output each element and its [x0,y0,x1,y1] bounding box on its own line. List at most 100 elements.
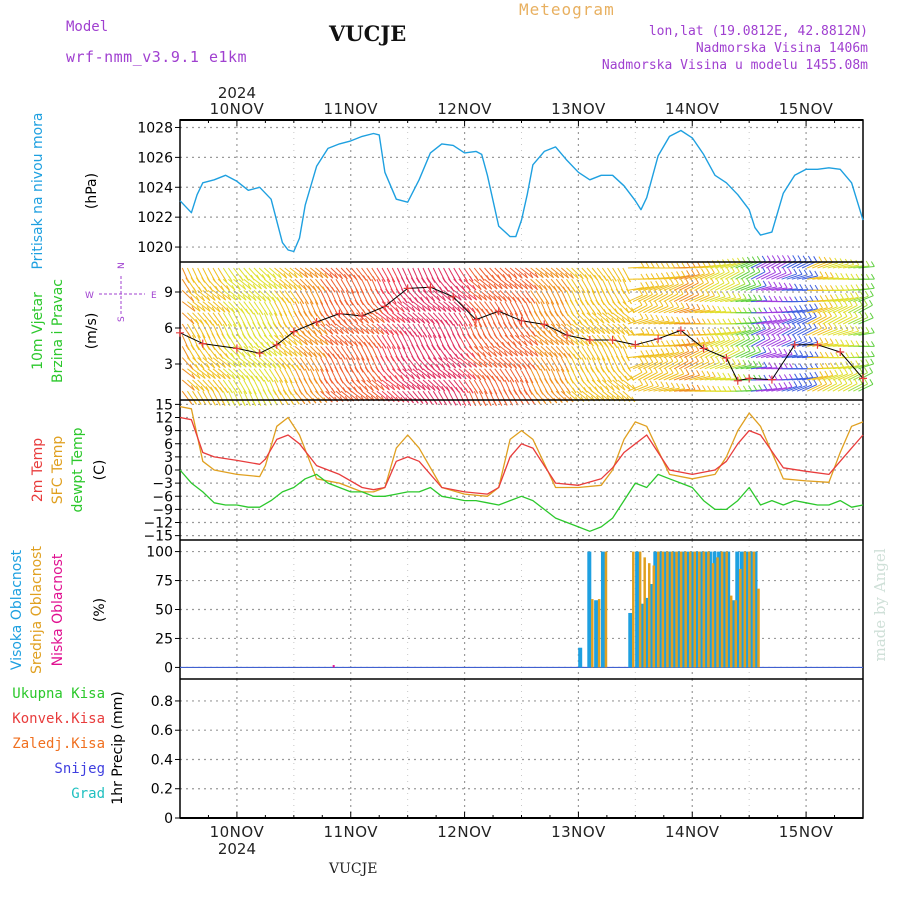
wind-speed-marker [836,348,845,356]
wind-barb [330,323,344,335]
wind-barb-tick [488,295,493,301]
wind-barb [520,267,534,279]
wind-barb [853,295,869,303]
wind-barb [730,330,746,336]
wind-barb-tick [242,284,247,290]
wind-barb-tick [390,355,395,362]
wind-barb-tick [320,388,325,394]
wind-barb-tick [199,319,204,325]
wind-barb [622,301,635,313]
high-cloud-bar [717,551,722,668]
wind-barb-tick [613,376,618,382]
wind-barb-tick [200,363,205,369]
wind-barb-tick [239,275,244,282]
wind-barb-tick [591,354,596,361]
wind-barb [858,355,875,359]
mid-cloud-bar [702,551,706,668]
wind-barb-tick [864,378,869,385]
wind-barb [192,290,205,302]
wind-barb [632,384,649,392]
wind-barb-tick [742,317,747,324]
wind-barb-tick [273,310,278,316]
wind-barb-tick [252,362,257,368]
wind-barb [643,361,658,370]
wind-barb-tick [865,273,870,280]
wind-barb-tick [721,334,726,341]
wind-barb [637,361,654,370]
wind-barb-tick [762,323,766,330]
wind-barb [663,293,679,303]
wind-barb-tick [427,373,431,379]
wind-barb-tick [778,282,783,288]
wind-barb-tick [809,372,814,378]
wind-barb [735,261,751,269]
wind-barb-tick [869,379,874,385]
wind-barb [238,368,251,381]
wind-barb [807,327,822,336]
wind-barb-tick [233,388,238,394]
wind-barb [489,278,503,290]
wind-barb [458,278,471,291]
wind-barb [238,357,252,368]
wind-barb-tick [712,318,717,325]
wind-barb-tick [205,386,210,392]
wind-barb-tick [534,272,539,279]
wind-barb-tick [766,266,771,273]
wind-barb-tick [312,285,317,292]
wind-barb-tick [843,300,848,307]
wind-barb [643,353,660,359]
wind-barb [253,278,268,290]
wind-barb-tick [375,317,380,324]
legend-total-precip: Ukupna Kisa [12,686,105,702]
wind-barb [812,261,828,269]
pressure-ytick-label: 1024 [137,180,173,196]
wind-barb-tick [309,272,314,278]
wind-barb-tick [456,285,460,292]
wind-barb [638,285,654,291]
wind-barb [673,282,689,291]
wind-barb-tick [616,329,621,335]
wind-barb-tick [645,273,650,280]
wind-barb [806,316,822,325]
wind-barb [489,346,503,357]
mid-cloud-bar [679,551,683,668]
wind-barb [335,323,349,335]
wind-barb [704,272,720,280]
wind-barb-tick [324,272,329,279]
wind-barb [725,330,741,336]
wind-barb [694,294,710,303]
wind-barb-tick [845,352,850,358]
wind-barb [263,290,276,303]
wind-barb-tick [763,295,768,301]
wind-barb-tick [783,306,788,312]
wind-barb-tick [293,284,298,290]
wind-barb [735,329,751,336]
wind-barb [827,263,844,269]
wind-barb [284,346,298,357]
wind-barb [571,267,584,280]
temp-unit: (C) [92,460,108,481]
wind-barb [822,343,839,347]
wind-barb-tick [508,362,513,369]
wind-barb [233,368,246,381]
wind-barb [473,290,488,301]
wind-barb-tick [773,314,778,321]
wind-barb-tick [789,373,793,380]
wind-barb-tick [394,375,399,381]
wind-barb-tick [408,365,413,371]
wind-barb-tick [640,350,645,356]
wind-barb-tick [509,283,514,290]
wind-speed-marker [176,328,184,337]
wind-barb [412,379,426,391]
wind-barb [525,267,539,279]
wind-barb [530,346,544,358]
wind-barb-tick [715,267,720,273]
wind-barb [812,375,828,381]
temperature-ytick-label: −9 [152,502,173,518]
wind-barb-tick [589,386,593,393]
wind-barb [591,312,605,324]
wind-barb [438,357,451,369]
wind-barb-tick [515,332,520,338]
wind-barb-tick [600,366,605,373]
wind-barb-tick [783,313,788,320]
